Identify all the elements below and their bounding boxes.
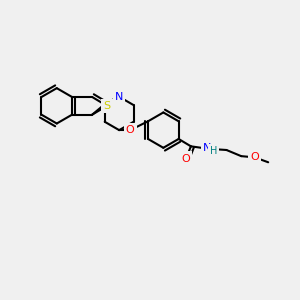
Text: H: H <box>210 146 217 156</box>
Text: O: O <box>250 152 259 162</box>
Text: S: S <box>103 101 110 111</box>
Text: N: N <box>115 92 123 102</box>
Text: O: O <box>182 154 190 164</box>
Text: O: O <box>126 125 135 135</box>
Text: N: N <box>203 142 211 152</box>
